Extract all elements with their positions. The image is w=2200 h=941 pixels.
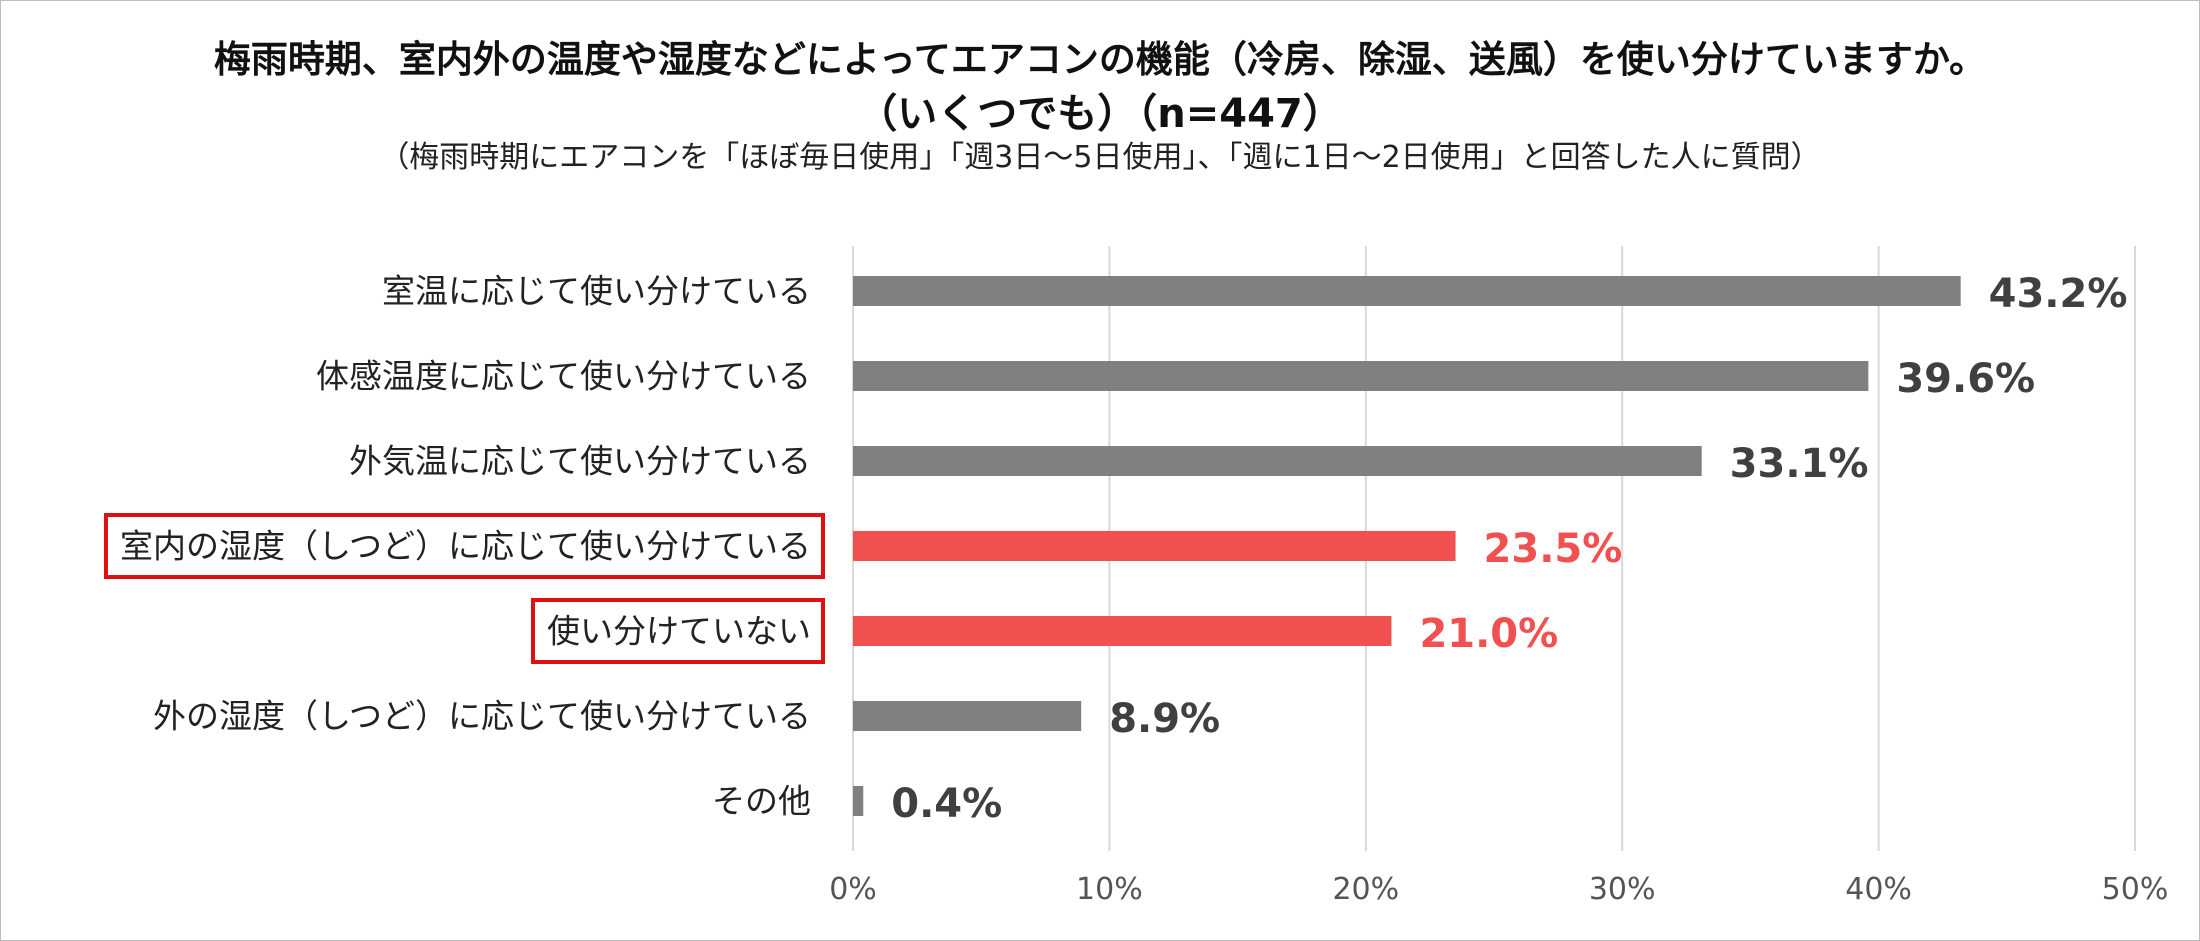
category-label: 外の湿度（しつど）に応じて使い分けている [153,697,811,736]
value-label: 8.9% [1109,696,1220,742]
x-axis-ticks: 0% 10% 20% 30% 40% 50% [829,872,2168,907]
bar [853,616,1392,646]
x-tick-label: 40% [1845,872,1912,907]
highlight-box [531,598,825,664]
value-labels: 43.2% 39.6% 33.1% 23.5% 21.0% 8.9% 0.4% [891,271,2127,827]
category-labels: 室温に応じて使い分けている体感温度に応じて使い分けている外気温に応じて使い分けて… [103,272,825,821]
chart-subtitle: （梅雨時期にエアコンを「ほぼ毎日使用」「週3日～5日使用」、「週に1日～2日使用… [379,140,1821,175]
x-tick-label: 10% [1076,872,1143,907]
bar [853,786,864,816]
category-label: 外気温に応じて使い分けている [349,442,811,481]
value-label: 21.0% [1419,611,1558,657]
gridlines [852,246,2136,851]
value-label: 23.5% [1484,526,1623,572]
category-label: 使い分けていない [547,612,811,651]
value-label: 0.4% [891,781,1002,827]
bar [853,531,1456,561]
category-label: 室温に応じて使い分けている [382,272,811,311]
bar [853,446,1702,476]
chart-title: 梅雨時期、室内外の温度や湿度などによってエアコンの機能（冷房、除湿、送風）を使い… [213,38,1987,81]
value-label: 39.6% [1896,356,2035,402]
category-label: 体感温度に応じて使い分けている [316,357,811,396]
x-tick-label: 50% [2102,872,2169,907]
category-label: 室内の湿度（しつど）に応じて使い分けている [120,527,811,566]
bar [853,276,1961,306]
bar [853,361,1869,391]
x-tick-label: 20% [1332,872,1399,907]
value-label: 43.2% [1989,271,2128,317]
chart-title-line2: （いくつでも）（n=447） [857,91,1343,137]
bar [853,701,1082,731]
x-tick-label: 0% [829,872,877,907]
value-label: 33.1% [1730,441,1869,487]
category-label: その他 [712,782,811,821]
x-tick-label: 30% [1589,872,1656,907]
highlight-box [103,513,825,579]
bars [853,276,1961,816]
